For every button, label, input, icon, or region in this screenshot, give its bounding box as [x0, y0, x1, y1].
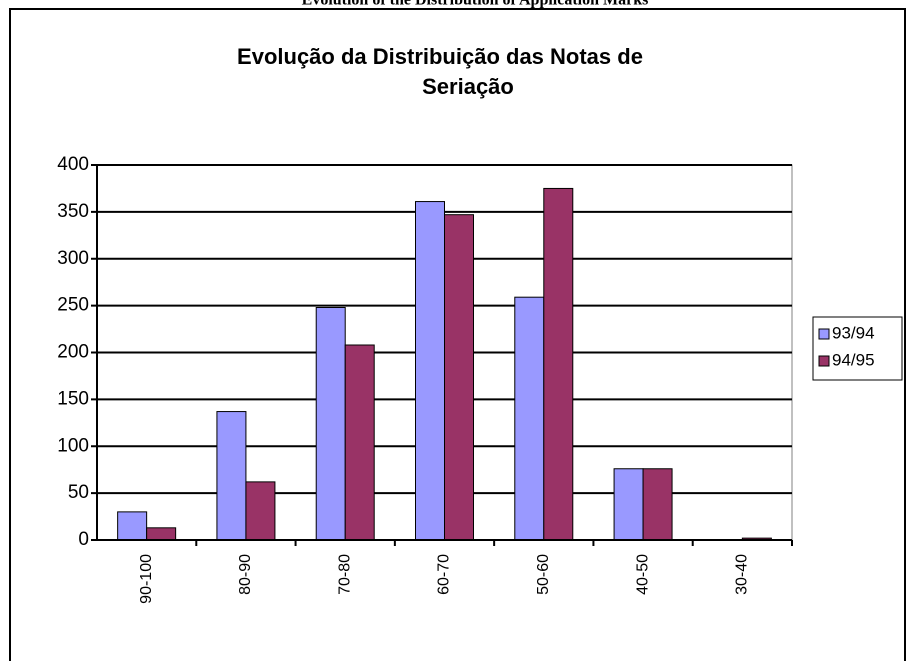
- x-tick-label: 90-100: [138, 554, 155, 604]
- x-tick-label: 40-50: [634, 554, 651, 595]
- bar: [315, 307, 346, 541]
- legend-swatch: [818, 328, 830, 340]
- legend-box: [812, 316, 903, 381]
- bar: [514, 296, 545, 541]
- y-tick-label: 150: [57, 388, 89, 409]
- y-tick-label: 300: [57, 248, 89, 269]
- y-tick-label: 200: [57, 342, 89, 363]
- bar: [642, 468, 673, 541]
- legend-swatch: [818, 355, 830, 367]
- bar: [146, 527, 177, 541]
- y-tick-label: 0: [78, 529, 89, 550]
- chart-title: Evolução da Distribuição das Notas de: [237, 44, 643, 69]
- legend-label: 94/95: [832, 350, 875, 369]
- bar: [415, 201, 445, 541]
- legend-label: 93/94: [832, 323, 875, 342]
- frame: [9, 8, 906, 661]
- y-tick-label: 50: [68, 482, 89, 503]
- caption: Evolution of the Distribution of Applica…: [302, 0, 649, 9]
- x-tick-label: 30-40: [734, 554, 751, 595]
- x-tick-label: 60-70: [436, 554, 453, 595]
- bar: [543, 187, 574, 541]
- x-tick-label: 80-90: [237, 554, 254, 595]
- bar: [344, 344, 375, 541]
- chart-title: Seriação: [422, 74, 514, 99]
- bar: [613, 468, 644, 541]
- x-tick-label: 50-60: [535, 554, 552, 595]
- bar: [117, 511, 148, 541]
- bar: [216, 411, 247, 541]
- y-tick-label: 100: [57, 435, 89, 456]
- y-tick-label: 250: [57, 295, 89, 316]
- x-tick-label: 70-80: [336, 554, 353, 595]
- y-tick-label: 350: [57, 201, 89, 222]
- bar: [444, 214, 474, 541]
- y-tick-label: 400: [57, 154, 89, 175]
- bar: [245, 481, 276, 541]
